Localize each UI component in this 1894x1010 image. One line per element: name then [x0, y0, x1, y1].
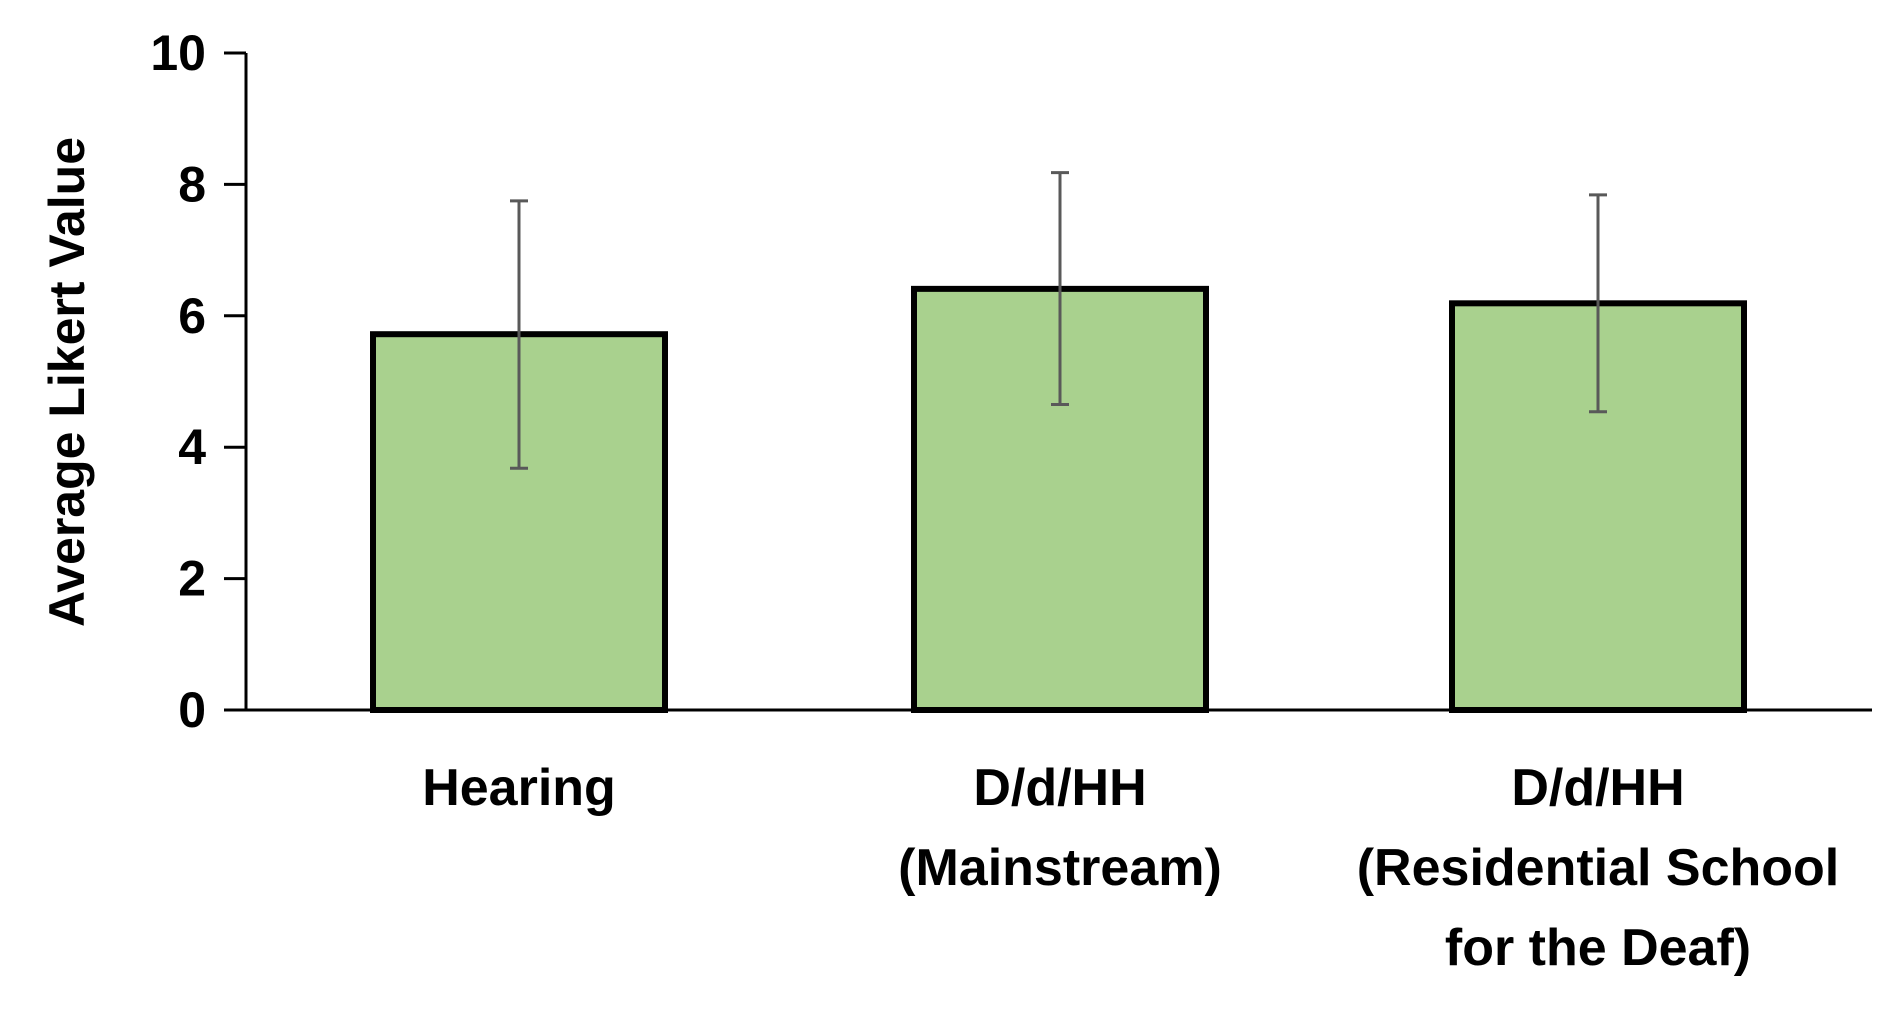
x-category-label: D/d/HH — [1511, 759, 1684, 817]
y-tick-label: 0 — [178, 682, 206, 738]
x-category-label: for the Deaf) — [1445, 919, 1751, 977]
error-bar — [510, 199, 528, 470]
y-tick-label: 8 — [178, 156, 206, 212]
y-tick-label: 4 — [178, 419, 206, 475]
y-ticks-layer: 0 2 4 6 8 10 — [150, 25, 246, 738]
error-bar — [1051, 171, 1069, 406]
y-tick-label: 6 — [178, 288, 206, 344]
y-axis-title: Average Likert Value — [39, 137, 95, 627]
x-category-label: (Mainstream) — [898, 839, 1222, 897]
error-bar — [1589, 193, 1607, 414]
y-tick-label: 10 — [150, 25, 206, 81]
y-tick-label: 2 — [178, 551, 206, 607]
x-category-labels: Hearing D/d/HH (Mainstream) D/d/HH (Resident… — [422, 759, 1839, 977]
x-category-label: (Residential School — [1357, 839, 1840, 897]
error-bars-layer — [510, 171, 1607, 470]
x-category-label: Hearing — [422, 759, 616, 817]
axes-layer — [244, 53, 1872, 712]
x-category-label: D/d/HH — [973, 759, 1146, 817]
